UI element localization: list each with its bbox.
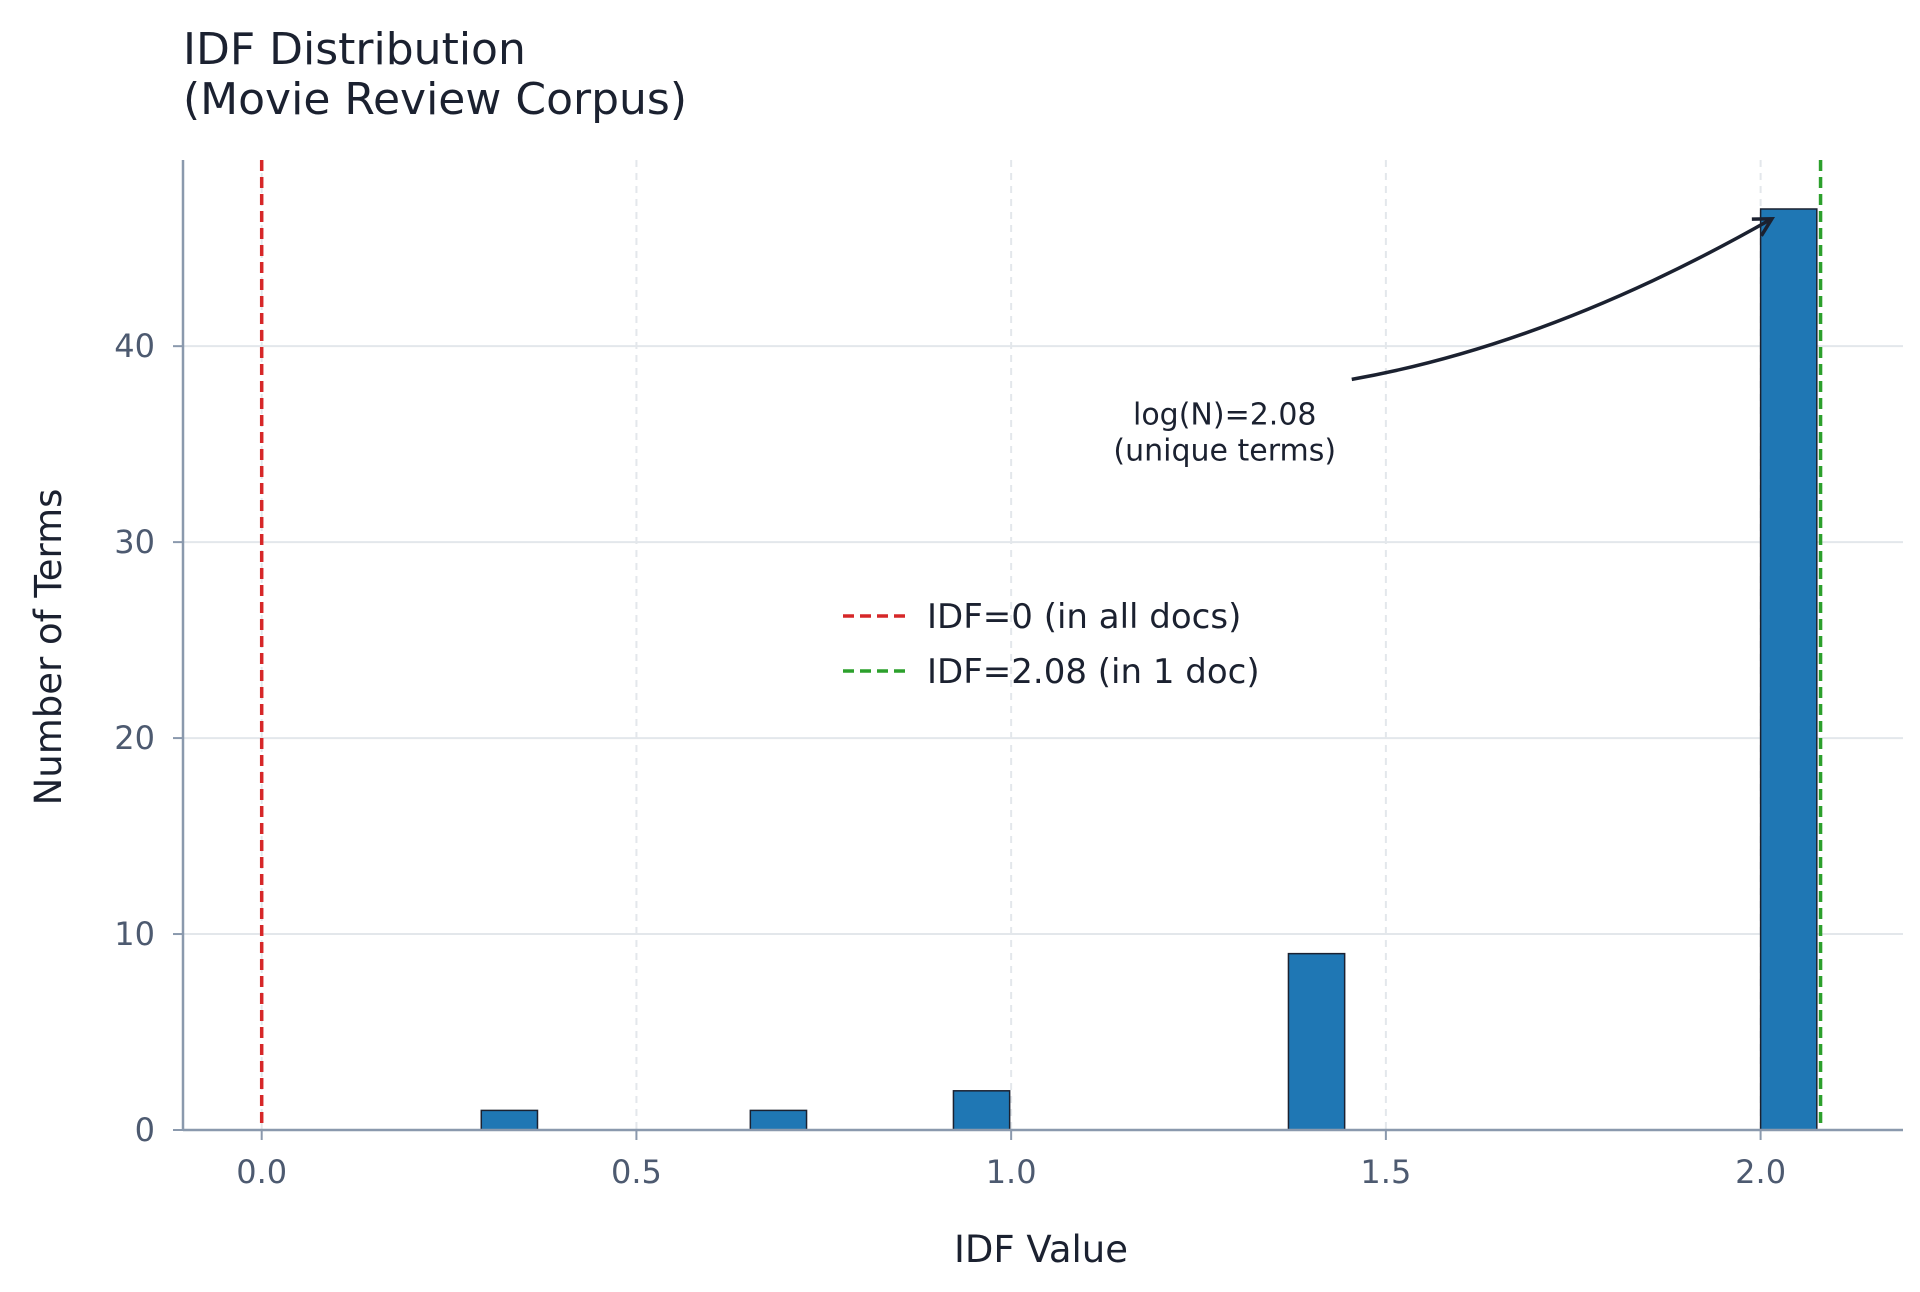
histogram-bar (952, 1090, 1011, 1131)
x-tick-label: 0.0 (236, 1153, 287, 1191)
bars (480, 208, 1818, 1131)
y-tick-label: 30 (114, 523, 155, 561)
histogram-bar (480, 1109, 539, 1131)
annotation: log(N)=2.08(unique terms) (1113, 216, 1776, 468)
chart-title: IDF Distribution (183, 24, 526, 75)
histogram-bar (1759, 208, 1818, 1131)
tick-labels: 0 10 20 30 40 0.0 0.5 1.0 1.5 2.0 (114, 327, 1786, 1191)
y-axis-title: Number of Terms (27, 489, 70, 806)
y-tick-label: 10 (114, 915, 155, 953)
x-tick-label: 0.5 (611, 1153, 662, 1191)
axes (173, 160, 1903, 1140)
reference-lines (259, 160, 1823, 1130)
x-tick-label: 1.0 (986, 1153, 1037, 1191)
y-tick-label: 0 (135, 1111, 155, 1149)
y-tick-label: 20 (114, 719, 155, 757)
chart-subtitle: (Movie Review Corpus) (183, 74, 687, 125)
grid (183, 160, 1903, 1130)
annotation-arrow (1351, 217, 1773, 382)
y-tick-label: 40 (114, 327, 155, 365)
legend-label: IDF=0 (in all docs) (927, 597, 1241, 637)
histogram-bar (1287, 952, 1346, 1131)
legend: IDF=0 (in all docs) IDF=2.08 (in 1 doc) (843, 597, 1260, 692)
annotation-text: log(N)=2.08 (1133, 397, 1317, 432)
x-tick-label: 2.0 (1735, 1153, 1786, 1191)
x-axis-title: IDF Value (954, 1228, 1128, 1271)
legend-label: IDF=2.08 (in 1 doc) (927, 652, 1260, 692)
annotation-arrowhead (1751, 216, 1776, 237)
annotation-text: (unique terms) (1113, 433, 1336, 468)
x-tick-label: 1.5 (1360, 1153, 1411, 1191)
histogram-bar (749, 1109, 808, 1131)
